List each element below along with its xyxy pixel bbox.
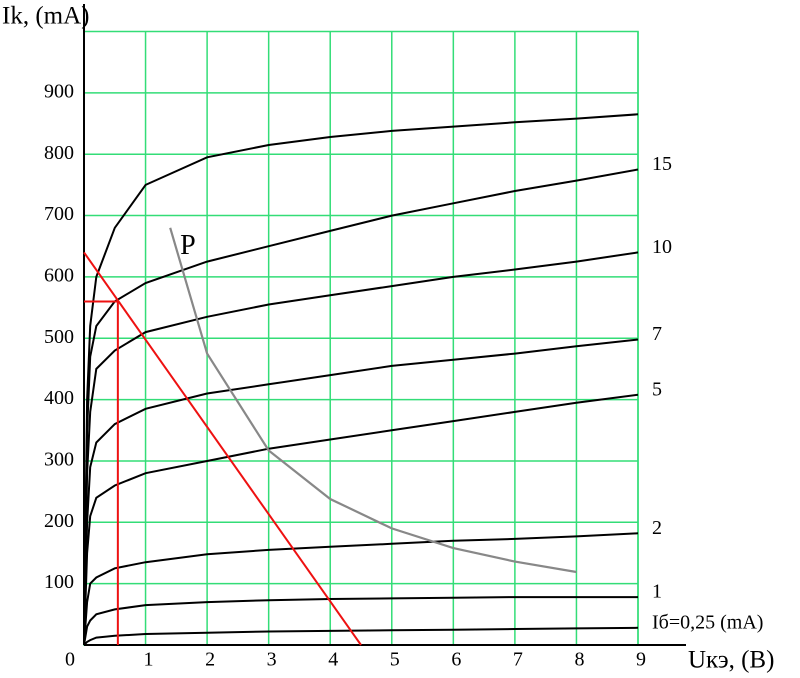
power-label: P [180,230,196,261]
curve-label: 7 [652,323,662,345]
y-tick-label: 700 [44,203,74,225]
y-tick-label: 800 [44,142,74,164]
x-tick-label: 6 [451,649,461,671]
characteristic-curve [83,626,639,646]
curve-label: 5 [652,378,662,400]
y-tick-label: 100 [44,571,74,593]
power-curve [169,227,577,574]
curve-label: 10 [652,236,672,258]
y-tick-label: 300 [44,449,74,471]
x-tick-label: 8 [574,649,584,671]
curve-label: 1 [652,581,662,603]
curve-label: Iб=0,25 (mA) [652,611,763,633]
curve-label: 15 [652,153,672,175]
x-tick-label: 4 [328,649,338,671]
y-tick-label: 600 [44,264,74,286]
y-axis-title: Ik, (mA) [2,3,89,30]
characteristic-curve [83,168,639,646]
x-tick-label: 2 [205,649,215,671]
characteristic-curve [83,338,639,646]
characteristic-curve [83,393,639,646]
y-tick-label: 400 [44,387,74,409]
x-tick-label: 1 [144,649,154,671]
characteristic-curve [83,113,639,646]
x-tick-label: 5 [390,649,400,671]
x-tick-label: 7 [513,649,523,671]
curve-label: 2 [652,517,662,539]
characteristic-curve [83,532,639,646]
load-line [83,251,362,646]
x-tick-label: 0 [65,649,75,671]
y-tick-label: 500 [44,326,74,348]
x-axis-title: Uкэ, (В) [688,647,774,674]
x-tick-label: 9 [636,649,646,671]
characteristic-curve [83,596,638,646]
characteristic-curve [83,251,639,646]
y-tick-label: 900 [44,80,74,102]
y-tick-label: 200 [44,510,74,532]
x-tick-label: 3 [267,649,277,671]
